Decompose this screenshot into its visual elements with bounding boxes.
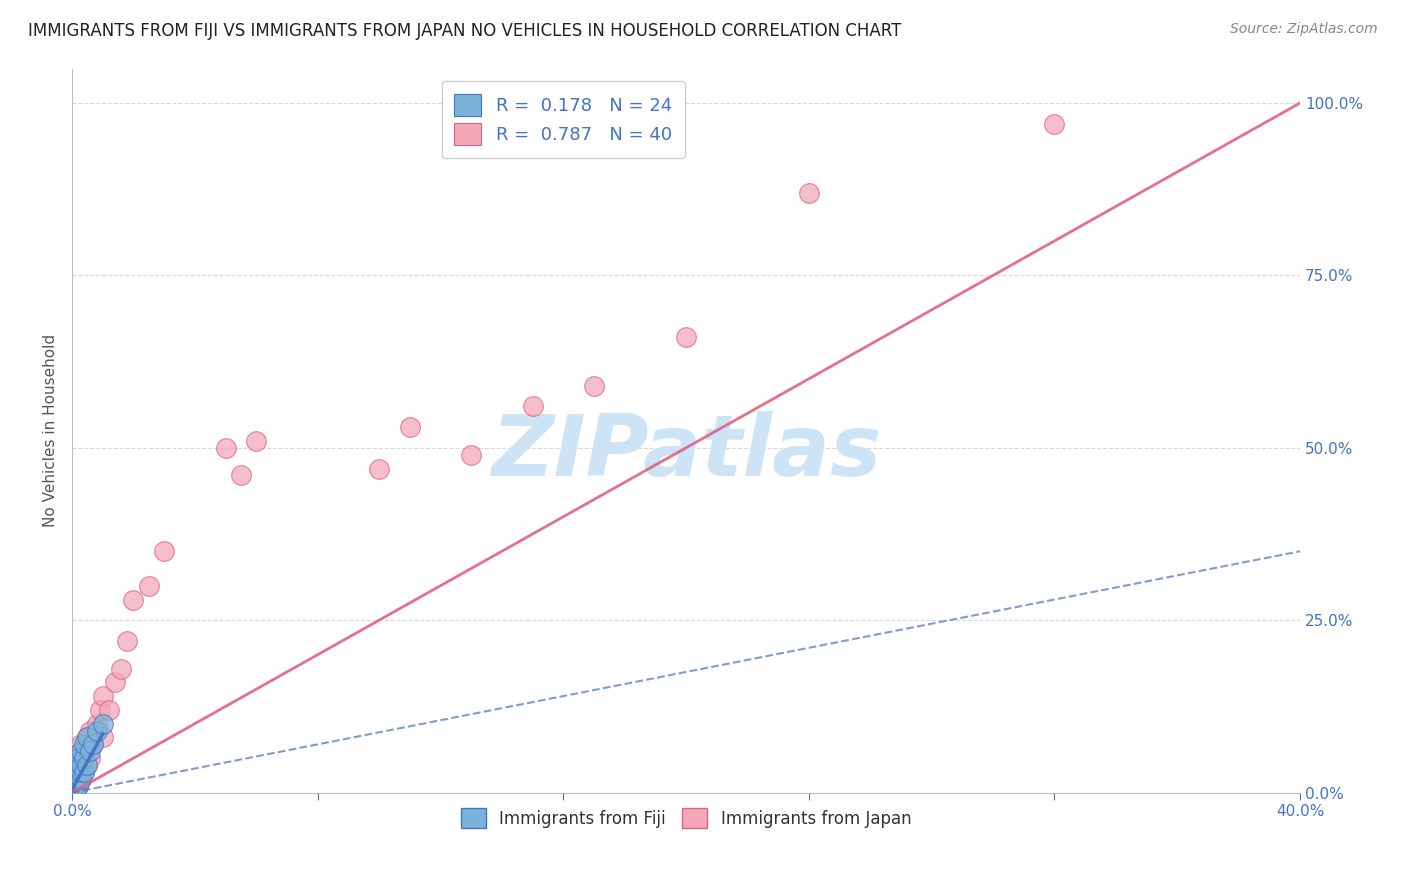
Point	[86, 723, 108, 738]
Point	[91, 716, 114, 731]
Point	[67, 772, 90, 786]
Point	[675, 330, 697, 344]
Point	[73, 764, 96, 779]
Text: IMMIGRANTS FROM FIJI VS IMMIGRANTS FROM JAPAN NO VEHICLES IN HOUSEHOLD CORRELATI: IMMIGRANTS FROM FIJI VS IMMIGRANTS FROM …	[28, 22, 901, 40]
Point	[70, 744, 93, 758]
Point	[1043, 117, 1066, 131]
Point	[70, 758, 93, 772]
Point	[245, 434, 267, 448]
Point	[63, 779, 86, 793]
Point	[60, 786, 83, 800]
Point	[229, 468, 252, 483]
Point	[73, 751, 96, 765]
Point	[86, 716, 108, 731]
Point	[67, 779, 90, 793]
Point	[797, 186, 820, 200]
Point	[70, 772, 93, 786]
Point	[73, 764, 96, 779]
Point	[122, 592, 145, 607]
Point	[79, 751, 101, 765]
Text: Source: ZipAtlas.com: Source: ZipAtlas.com	[1230, 22, 1378, 37]
Point	[60, 779, 83, 793]
Point	[214, 441, 236, 455]
Point	[67, 764, 90, 779]
Point	[83, 738, 105, 752]
Point	[79, 744, 101, 758]
Point	[70, 738, 93, 752]
Point	[67, 751, 90, 765]
Point	[63, 786, 86, 800]
Point	[67, 751, 90, 765]
Point	[83, 738, 105, 752]
Point	[110, 661, 132, 675]
Point	[63, 772, 86, 786]
Point	[60, 786, 83, 800]
Point	[104, 675, 127, 690]
Point	[67, 779, 90, 793]
Point	[460, 448, 482, 462]
Point	[70, 764, 93, 779]
Point	[67, 758, 90, 772]
Point	[89, 703, 111, 717]
Y-axis label: No Vehicles in Household: No Vehicles in Household	[44, 334, 58, 527]
Point	[70, 772, 93, 786]
Point	[76, 758, 98, 772]
Legend: Immigrants from Fiji, Immigrants from Japan: Immigrants from Fiji, Immigrants from Ja…	[454, 801, 918, 835]
Text: ZIPatlas: ZIPatlas	[491, 411, 882, 494]
Point	[79, 723, 101, 738]
Point	[70, 758, 93, 772]
Point	[368, 461, 391, 475]
Point	[76, 731, 98, 745]
Point	[73, 744, 96, 758]
Point	[153, 544, 176, 558]
Point	[91, 731, 114, 745]
Point	[117, 634, 139, 648]
Point	[63, 779, 86, 793]
Point	[582, 378, 605, 392]
Point	[97, 703, 120, 717]
Point	[60, 779, 83, 793]
Point	[138, 579, 160, 593]
Point	[76, 758, 98, 772]
Point	[63, 764, 86, 779]
Point	[63, 772, 86, 786]
Point	[73, 738, 96, 752]
Point	[67, 764, 90, 779]
Point	[522, 400, 544, 414]
Point	[398, 420, 420, 434]
Point	[91, 689, 114, 703]
Point	[63, 786, 86, 800]
Point	[76, 731, 98, 745]
